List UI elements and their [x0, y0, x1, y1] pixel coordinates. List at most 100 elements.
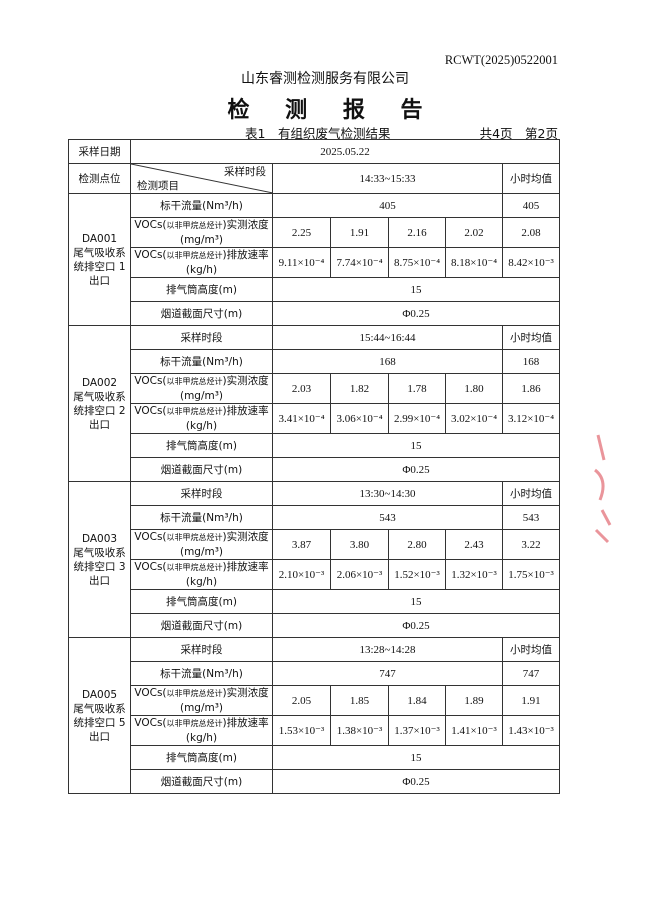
monitoring-point: DA002 尾气吸收系 统排空口 2 出口: [68, 325, 131, 482]
concentration-value: 1.85: [330, 685, 389, 716]
seal-fragment: [594, 434, 612, 544]
period-label: 采样时段: [130, 637, 273, 662]
concentration-label: VOCs(以非甲烷总烃计)实测浓度 (mg/m³): [130, 529, 273, 560]
flue-size-value: Φ0.25: [271, 613, 561, 638]
concentration-value: 2.43: [445, 529, 503, 560]
flue-size-row: 烟道截面尺寸(m) Φ0.25: [69, 301, 561, 326]
diagonal-header-cell: 采样时段 检测项目: [130, 163, 273, 194]
concentration-value: 3.87: [272, 529, 331, 560]
emission-rate-value: 8.75×10⁻⁴: [388, 247, 446, 278]
flow-row: 标干流量(Nm³/h) 168 168: [69, 349, 561, 374]
stack-height-value: 15: [271, 589, 561, 614]
concentration-avg: 3.22: [501, 529, 561, 560]
stack-height-value: 15: [271, 277, 561, 302]
voc-suffix: )排放速率: [222, 249, 269, 261]
avg-label: 小时均值: [501, 163, 561, 194]
voc-note: 以非甲烷总烃计: [166, 407, 223, 416]
stack-height-label: 排气筒高度(m): [130, 589, 273, 614]
flow-value: 405: [272, 193, 503, 218]
flow-label: 标干流量(Nm³/h): [130, 193, 273, 218]
voc-suffix: )实测浓度: [222, 687, 269, 699]
concentration-row: VOCs(以非甲烷总烃计)实测浓度 (mg/m³) 2.05 1.85 1.84 1.89…: [69, 685, 561, 716]
emission-rate-value: 7.74×10⁻⁴: [330, 247, 389, 278]
emission-rate-row: VOCs(以非甲烷总烃计)排放速率 (kg/h) 2.10×10⁻³ 2.06×10⁻…: [69, 559, 561, 590]
flue-size-label: 烟道截面尺寸(m): [130, 301, 273, 326]
stack-height-label: 排气筒高度(m): [130, 745, 273, 770]
flow-avg: 405: [501, 193, 561, 218]
period-label: 采样时段: [130, 325, 273, 350]
emission-rate-row: VOCs(以非甲烷总烃计)排放速率 (kg/h) 9.11×10⁻⁴ 7.74×10⁻…: [69, 247, 561, 278]
stack-height-row: 排气筒高度(m) 15: [69, 277, 561, 302]
concentration-value: 1.89: [445, 685, 503, 716]
flue-size-row: 烟道截面尺寸(m) Φ0.25: [69, 613, 561, 638]
point-label: 检测点位: [68, 163, 131, 194]
flue-size-label: 烟道截面尺寸(m): [130, 769, 273, 794]
period-label: 采样时段: [224, 166, 266, 178]
page-title: 检 测 报 告: [227, 98, 437, 123]
results-table: 采样日期 2025.05.22 检测点位 采样时段 检测项目 14:33~15:…: [68, 139, 561, 794]
concentration-value: 2.25: [272, 217, 331, 248]
flue-size-label: 烟道截面尺寸(m): [130, 457, 273, 482]
flow-value: 543: [272, 505, 503, 530]
period-value: 13:28~14:28: [272, 637, 503, 662]
voc-note: 以非甲烷总烃计: [166, 533, 223, 542]
monitoring-point: DA005 尾气吸收系 统排空口 5 出口: [68, 637, 131, 794]
period-row: DA005 尾气吸收系 统排空口 5 出口 采样时段 13:28~14:28 小时均值: [68, 637, 561, 794]
period-row: DA003 尾气吸收系 统排空口 3 出口 采样时段 13:30~14:30 小时均值: [68, 481, 561, 638]
concentration-avg: 2.08: [501, 217, 561, 248]
emission-rate-avg: 1.75×10⁻³: [501, 559, 561, 590]
emission-rate-value: 2.10×10⁻³: [272, 559, 331, 590]
date-row: 采样日期 2025.05.22: [68, 139, 561, 164]
voc-suffix: )排放速率: [222, 561, 269, 573]
date-value: 2025.05.22: [129, 139, 561, 164]
flue-size-label: 烟道截面尺寸(m): [130, 613, 273, 638]
header-row: 检测点位 采样时段 检测项目 14:33~15:33 小时均值: [68, 163, 561, 194]
voc-unit: (kg/h): [185, 264, 218, 276]
voc-unit: (mg/m³): [179, 234, 224, 246]
flow-label: 标干流量(Nm³/h): [130, 661, 273, 686]
concentration-value: 1.80: [445, 373, 503, 404]
flow-avg: 747: [501, 661, 561, 686]
emission-rate-value: 2.06×10⁻³: [330, 559, 389, 590]
emission-rate-label: VOCs(以非甲烷总烃计)排放速率 (kg/h): [130, 403, 273, 434]
voc-prefix: VOCs(: [134, 405, 167, 417]
concentration-value: 2.02: [445, 217, 503, 248]
page-number: 共4页 第2页: [479, 126, 558, 141]
avg-label: 小时均值: [501, 481, 561, 506]
emission-rate-label: VOCs(以非甲烷总烃计)排放速率 (kg/h): [130, 559, 273, 590]
concentration-value: 2.03: [272, 373, 331, 404]
emission-rate-row: VOCs(以非甲烷总烃计)排放速率 (kg/h) 3.41×10⁻⁴ 3.06×10⁻…: [69, 403, 561, 434]
voc-suffix: )排放速率: [222, 717, 269, 729]
emission-rate-avg: 8.42×10⁻³: [501, 247, 561, 278]
concentration-label: VOCs(以非甲烷总烃计)实测浓度 (mg/m³): [130, 685, 273, 716]
flue-size-value: Φ0.25: [271, 457, 561, 482]
flow-row: 标干流量(Nm³/h) 543 543: [69, 505, 561, 530]
stack-height-label: 排气筒高度(m): [130, 433, 273, 458]
voc-unit: (mg/m³): [179, 702, 224, 714]
stack-height-row: 排气筒高度(m) 15: [69, 433, 561, 458]
voc-unit: (kg/h): [185, 420, 218, 432]
voc-suffix: )实测浓度: [222, 531, 269, 543]
emission-rate-value: 3.41×10⁻⁴: [272, 403, 331, 434]
emission-rate-label: VOCs(以非甲烷总烃计)排放速率 (kg/h): [130, 247, 273, 278]
emission-rate-value: 1.38×10⁻³: [330, 715, 389, 746]
concentration-avg: 1.91: [501, 685, 561, 716]
emission-rate-row: VOCs(以非甲烷总烃计)排放速率 (kg/h) 1.53×10⁻³ 1.38×10⁻…: [69, 715, 561, 746]
flow-label: 标干流量(Nm³/h): [130, 505, 273, 530]
voc-prefix: VOCs(: [134, 717, 167, 729]
concentration-label: VOCs(以非甲烷总烃计)实测浓度 (mg/m³): [130, 373, 273, 404]
voc-prefix: VOCs(: [134, 219, 167, 231]
concentration-value: 1.78: [388, 373, 446, 404]
period-value: 14:33~15:33: [272, 163, 503, 194]
voc-unit: (kg/h): [185, 576, 218, 588]
report-code: RCWT(2025)0522001: [444, 53, 558, 67]
voc-suffix: )排放速率: [222, 405, 269, 417]
voc-unit: (mg/m³): [179, 390, 224, 402]
voc-unit: (kg/h): [185, 732, 218, 744]
monitoring-point: DA001 尾气吸收系 统排空口 1 出口: [68, 193, 131, 326]
period-value: 15:44~16:44: [272, 325, 503, 350]
concentration-value: 1.82: [330, 373, 389, 404]
flow-avg: 168: [501, 349, 561, 374]
flue-size-value: Φ0.25: [271, 301, 561, 326]
flow-avg: 543: [501, 505, 561, 530]
